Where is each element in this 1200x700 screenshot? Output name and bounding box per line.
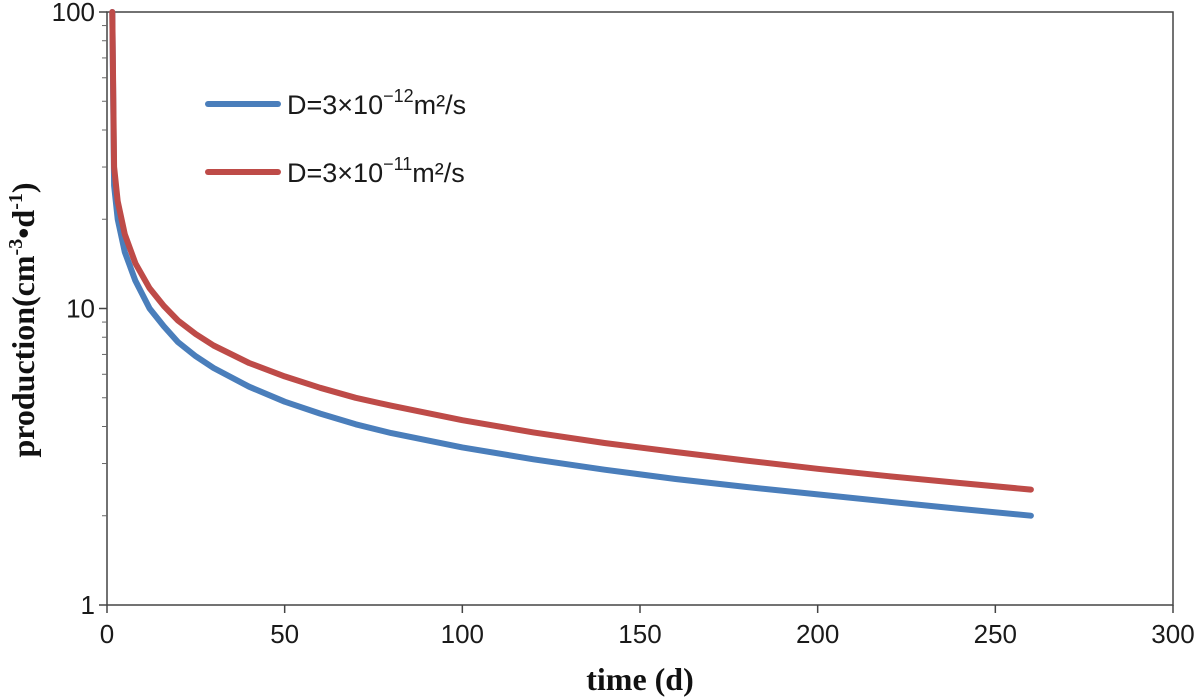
series-line	[109, 9, 1034, 519]
x-tick-label: 150	[618, 619, 661, 649]
y-axis-title-part: )	[5, 182, 41, 193]
x-tick-label: 50	[270, 619, 299, 649]
x-axis-title: time (d)	[586, 661, 694, 697]
legend-label: D=3×10−11m²/s	[287, 154, 465, 188]
y-axis-title: production(cm-3•d-1)	[5, 182, 41, 457]
x-tick-label: 250	[974, 619, 1017, 649]
x-tick-label: 300	[1151, 619, 1194, 649]
legend-label: D=3×10−12m²/s	[287, 86, 466, 120]
x-tick-label: 200	[796, 619, 839, 649]
y-axis-title-part: production(cm	[5, 255, 41, 457]
y-minor-ticks	[102, 25, 107, 517]
y-axis-title-sup: -1	[5, 193, 27, 210]
y-axis-title-sup: -3	[5, 239, 27, 256]
y-axis-ticks: 1 10 100	[52, 0, 107, 620]
series-lines	[109, 9, 1034, 519]
y-tick-label: 100	[52, 0, 95, 27]
series-line	[109, 9, 1034, 493]
x-tick-label: 0	[100, 619, 114, 649]
x-tick-label: 100	[441, 619, 484, 649]
y-tick-label: 1	[81, 590, 95, 620]
x-axis-ticks: 0 50 100 150 200 250 300	[100, 605, 1195, 649]
y-axis-title-part: •d	[5, 210, 41, 239]
legend: D=3×10−12m²/s D=3×10−11m²/s	[205, 86, 466, 188]
y-tick-label: 10	[66, 294, 95, 324]
